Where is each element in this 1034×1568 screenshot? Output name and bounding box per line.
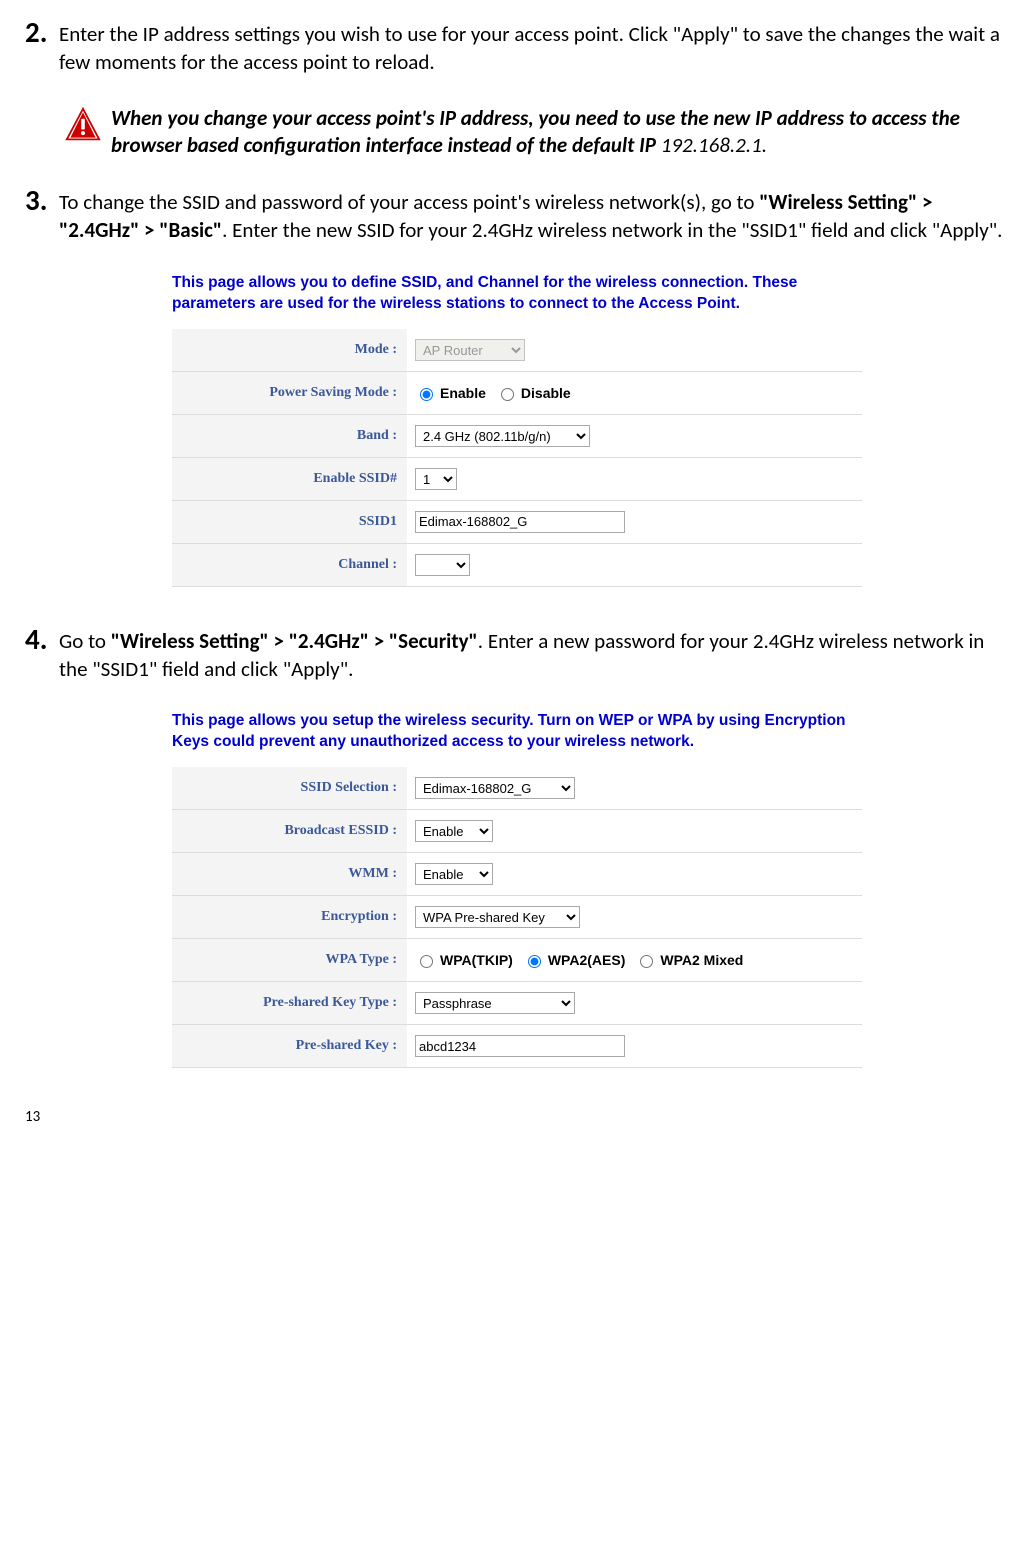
row-enable-ssid: Enable SSID# 1 — [172, 458, 862, 501]
select-band[interactable]: 2.4 GHz (802.11b/g/n) — [415, 425, 590, 447]
label-channel: Channel : — [172, 544, 407, 586]
step-number-2: 2. — [25, 18, 47, 47]
label-wpa2-aes: WPA2(AES) — [548, 952, 626, 968]
step-number-4: 4. — [25, 625, 47, 654]
step-4: 4. Go to "Wireless Setting" > "2.4GHz" >… — [25, 627, 1009, 684]
select-broadcast-essid[interactable]: Enable — [415, 820, 493, 842]
label-ssid-sel: SSID Selection : — [172, 767, 407, 809]
radio-wpa2-mixed[interactable] — [640, 955, 653, 968]
security-settings-panel: This page allows you setup the wireless … — [172, 711, 862, 1068]
select-wmm[interactable]: Enable — [415, 863, 493, 885]
select-psk-type[interactable]: Passphrase — [415, 992, 575, 1014]
warning-note: When you change your access point's IP a… — [65, 105, 1009, 160]
step3-text-a: To change the SSID and password of your … — [59, 189, 759, 215]
step-number-3: 3. — [25, 186, 47, 215]
step-3: 3. To change the SSID and password of yo… — [25, 188, 1009, 245]
label-pk: Pre-shared Key : — [172, 1025, 407, 1067]
label-band: Band : — [172, 415, 407, 457]
input-ssid1[interactable] — [415, 511, 625, 533]
label-wpa-tkip: WPA(TKIP) — [440, 952, 513, 968]
label-wpatype: WPA Type : — [172, 939, 407, 981]
select-channel[interactable] — [415, 554, 470, 576]
row-psk-type: Pre-shared Key Type : Passphrase — [172, 982, 862, 1025]
label-mode: Mode : — [172, 329, 407, 371]
radio-wpa-tkip[interactable] — [420, 955, 433, 968]
radio-wpa2-aes[interactable] — [528, 955, 541, 968]
step-2-text: Enter the IP address settings you wish t… — [59, 20, 1009, 77]
row-ssid-selection: SSID Selection : Edimax-168802_G — [172, 767, 862, 810]
input-psk[interactable] — [415, 1035, 625, 1057]
row-power-saving: Power Saving Mode : Enable Disable — [172, 372, 862, 415]
step-3-text: To change the SSID and password of your … — [59, 188, 1009, 245]
label-wmm: WMM : — [172, 853, 407, 895]
label-pktype: Pre-shared Key Type : — [172, 982, 407, 1024]
page-number: 13 — [25, 1108, 1009, 1126]
select-enable-ssid[interactable]: 1 — [415, 468, 457, 490]
warning-text: When you change your access point's IP a… — [111, 105, 1009, 160]
select-ssid-selection[interactable]: Edimax-168802_G — [415, 777, 575, 799]
label-psm: Power Saving Mode : — [172, 372, 407, 414]
radio-psm-enable[interactable] — [420, 388, 433, 401]
row-psk: Pre-shared Key : — [172, 1025, 862, 1068]
step4-path: "Wireless Setting" > "2.4GHz" > "Securit… — [111, 628, 478, 654]
row-broadcast-essid: Broadcast ESSID : Enable — [172, 810, 862, 853]
label-psm-enable: Enable — [440, 385, 486, 401]
step-4-text: Go to "Wireless Setting" > "2.4GHz" > "S… — [59, 627, 1009, 684]
step3-text-b: . Enter the new SSID for your 2.4GHz wir… — [222, 217, 1002, 243]
row-channel: Channel : — [172, 544, 862, 587]
label-enable-ssid: Enable SSID# — [172, 458, 407, 500]
step4-text-a: Go to — [59, 628, 111, 654]
label-enc: Encryption : — [172, 896, 407, 938]
row-mode: Mode : AP Router — [172, 329, 862, 372]
panel1-description: This page allows you to define SSID, and… — [172, 273, 862, 315]
row-band: Band : 2.4 GHz (802.11b/g/n) — [172, 415, 862, 458]
radio-psm-disable[interactable] — [501, 388, 514, 401]
row-ssid1: SSID1 — [172, 501, 862, 544]
label-ssid1: SSID1 — [172, 501, 407, 543]
row-wmm: WMM : Enable — [172, 853, 862, 896]
warning-text-main: When you change your access point's IP a… — [111, 105, 960, 159]
label-bcast: Broadcast ESSID : — [172, 810, 407, 852]
label-wpa2-mixed: WPA2 Mixed — [660, 952, 743, 968]
warning-ip: 192.168.2.1. — [661, 132, 767, 158]
select-mode: AP Router — [415, 339, 525, 361]
row-encryption: Encryption : WPA Pre-shared Key — [172, 896, 862, 939]
basic-settings-panel: This page allows you to define SSID, and… — [172, 273, 862, 587]
label-psm-disable: Disable — [521, 385, 571, 401]
warning-icon — [65, 107, 101, 143]
select-encryption[interactable]: WPA Pre-shared Key — [415, 906, 580, 928]
row-wpa-type: WPA Type : WPA(TKIP) WPA2(AES) WPA2 Mixe… — [172, 939, 862, 982]
step-2: 2. Enter the IP address settings you wis… — [25, 20, 1009, 77]
panel2-description: This page allows you setup the wireless … — [172, 711, 862, 753]
